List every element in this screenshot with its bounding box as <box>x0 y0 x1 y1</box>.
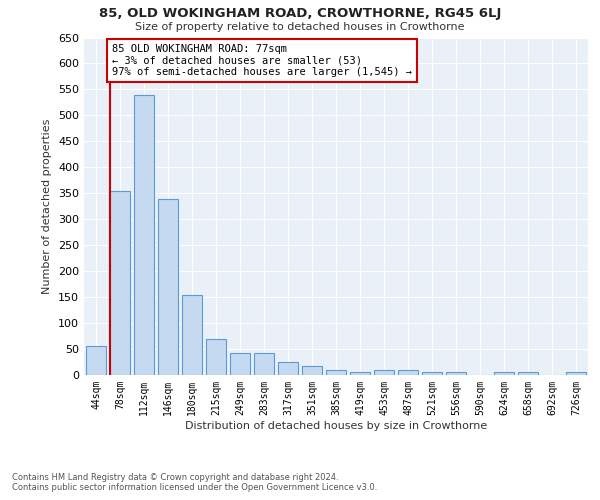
Text: Contains HM Land Registry data © Crown copyright and database right 2024.
Contai: Contains HM Land Registry data © Crown c… <box>12 473 377 492</box>
Bar <box>230 353 250 375</box>
Bar <box>110 190 130 375</box>
Bar <box>134 94 154 375</box>
Bar <box>374 370 394 375</box>
Bar <box>206 338 226 375</box>
Y-axis label: Number of detached properties: Number of detached properties <box>43 118 52 294</box>
Bar <box>278 362 298 375</box>
Bar <box>302 366 322 375</box>
Bar <box>254 353 274 375</box>
Bar <box>158 200 178 375</box>
Text: 85, OLD WOKINGHAM ROAD, CROWTHORNE, RG45 6LJ: 85, OLD WOKINGHAM ROAD, CROWTHORNE, RG45… <box>99 8 501 20</box>
Bar <box>350 372 370 375</box>
Bar <box>326 370 346 375</box>
Bar <box>446 372 466 375</box>
Bar <box>398 370 418 375</box>
Bar <box>86 346 106 375</box>
Bar <box>518 372 538 375</box>
Text: Size of property relative to detached houses in Crowthorne: Size of property relative to detached ho… <box>135 22 465 32</box>
Bar <box>182 294 202 375</box>
X-axis label: Distribution of detached houses by size in Crowthorne: Distribution of detached houses by size … <box>185 420 487 430</box>
Bar <box>494 372 514 375</box>
Text: 85 OLD WOKINGHAM ROAD: 77sqm
← 3% of detached houses are smaller (53)
97% of sem: 85 OLD WOKINGHAM ROAD: 77sqm ← 3% of det… <box>112 44 412 77</box>
Bar <box>422 372 442 375</box>
Bar <box>566 372 586 375</box>
